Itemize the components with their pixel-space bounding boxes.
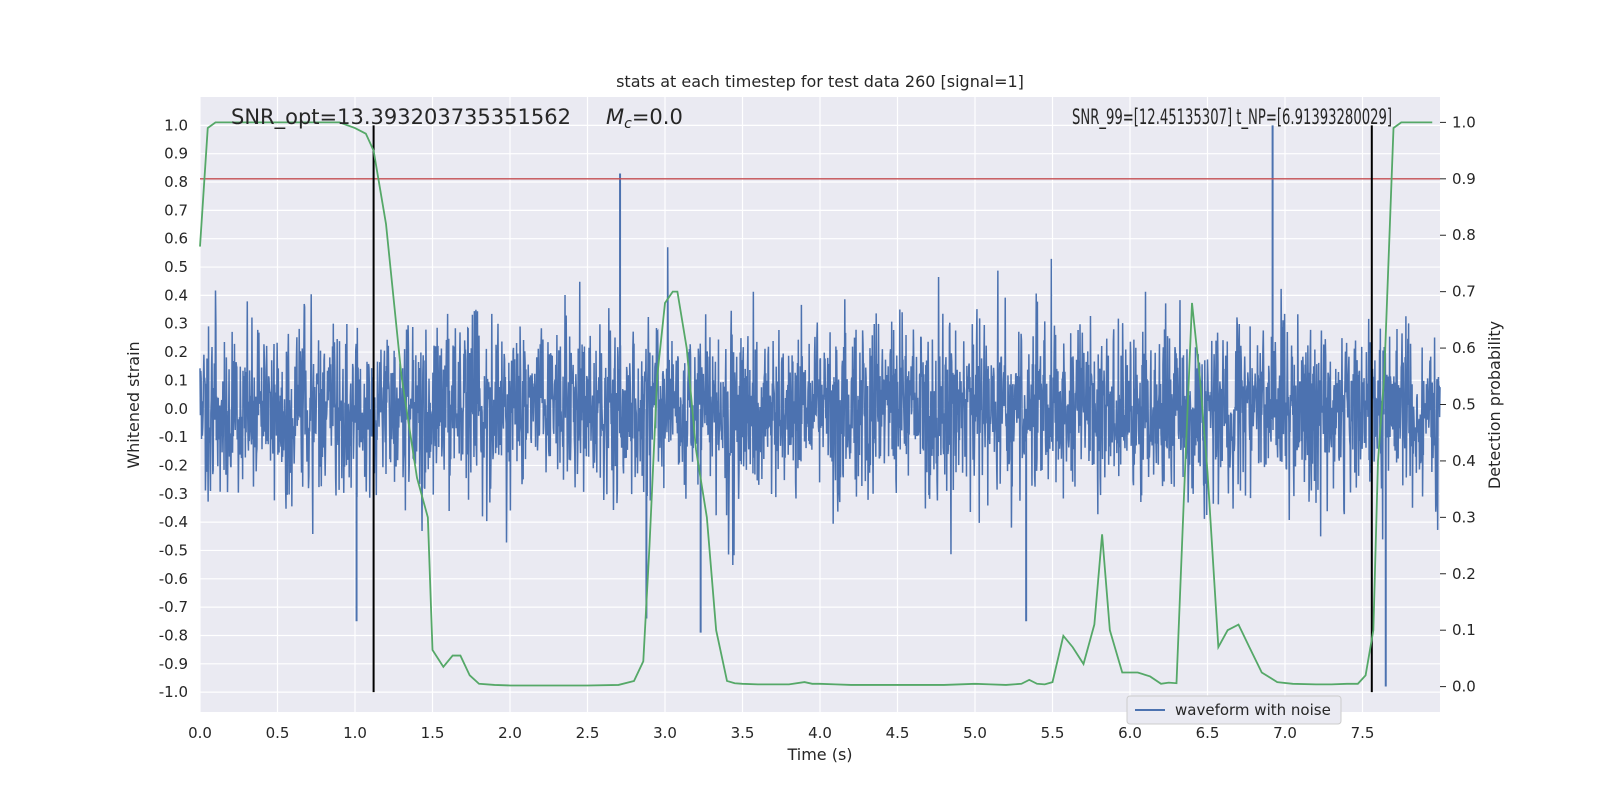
x-tick-label-6: 3.0 xyxy=(653,724,677,742)
chirp-mass-symbol: M xyxy=(606,105,624,129)
right-y-tick-label-4: 0.6 xyxy=(1452,339,1476,357)
left-y-tick-label-14: -0.4 xyxy=(159,513,188,531)
x-tick-label-12: 6.0 xyxy=(1118,724,1142,742)
x-tick-label-9: 4.5 xyxy=(886,724,910,742)
x-tick-label-7: 3.5 xyxy=(731,724,755,742)
right-y-tick-label-10: 0.0 xyxy=(1452,678,1476,696)
snr99-annotation: SNR_99=[12.45135307] t_NP=[6.91393280029… xyxy=(1072,105,1392,130)
waveform-path xyxy=(199,247,1441,565)
left-y-tick-label-3: 0.7 xyxy=(164,201,188,219)
x-tick-label-2: 1.0 xyxy=(343,724,367,742)
left-y-tick-label-17: -0.7 xyxy=(159,598,188,616)
legend: waveform with noise xyxy=(1126,695,1342,725)
right-y-tick-label-1: 0.9 xyxy=(1452,170,1476,188)
x-tick-label-15: 7.5 xyxy=(1351,724,1375,742)
snr-opt-annotation: SNR_opt=13.393203735351562 xyxy=(231,105,571,130)
right-y-tick-label-9: 0.1 xyxy=(1452,621,1476,639)
right-y-axis-label: Detection probability xyxy=(1485,321,1504,489)
left-y-tick-label-0: 1.0 xyxy=(164,116,188,134)
legend-label: waveform with noise xyxy=(1175,701,1331,719)
chirp-mass-subscript: c xyxy=(624,116,632,132)
left-y-tick-label-12: -0.2 xyxy=(159,456,188,474)
x-tick-label-3: 1.5 xyxy=(421,724,445,742)
detection-probability-series xyxy=(199,121,1433,687)
left-y-tick-label-2: 0.8 xyxy=(164,173,188,191)
left-y-tick-label-6: 0.4 xyxy=(164,286,188,304)
right-y-tick-label-2: 0.8 xyxy=(1452,226,1476,244)
x-axis-label: Time (s) xyxy=(786,745,852,764)
left-y-axis-ticks: 1.0 0.9 0.8 0.7 0.6 0.5 0.4 0.3 0.2 0.1 0.0 -0.1 -0.… xyxy=(159,116,188,701)
x-tick-label-5: 2.5 xyxy=(576,724,600,742)
vertical-marker-lines xyxy=(372,125,1373,693)
chirp-mass-value: =0.0 xyxy=(632,105,683,129)
x-tick-label-4: 2.0 xyxy=(498,724,522,742)
x-tick-label-11: 5.5 xyxy=(1041,724,1065,742)
waveform-with-noise-series xyxy=(199,247,1441,565)
x-tick-label-0: 0.0 xyxy=(188,724,212,742)
waveform-spikes xyxy=(355,125,1387,687)
x-tick-label-13: 6.5 xyxy=(1196,724,1220,742)
left-y-axis-label: Whitened strain xyxy=(124,341,143,468)
left-y-tick-label-9: 0.1 xyxy=(164,371,188,389)
left-y-tick-label-11: -0.1 xyxy=(159,428,188,446)
right-y-tick-label-0: 1.0 xyxy=(1452,113,1476,131)
left-y-tick-label-16: -0.6 xyxy=(159,570,188,588)
x-tick-label-10: 5.0 xyxy=(963,724,987,742)
left-y-tick-label-19: -0.9 xyxy=(159,655,188,673)
right-y-tick-label-5: 0.5 xyxy=(1452,396,1476,414)
left-y-tick-label-5: 0.5 xyxy=(164,258,188,276)
left-y-tick-label-7: 0.3 xyxy=(164,315,188,333)
x-tick-label-1: 0.5 xyxy=(266,724,290,742)
right-y-tick-label-6: 0.4 xyxy=(1452,452,1476,470)
legend-box xyxy=(1126,695,1342,725)
x-tick-label-14: 7.0 xyxy=(1273,724,1297,742)
right-y-tick-label-8: 0.2 xyxy=(1452,565,1476,583)
left-y-tick-label-4: 0.6 xyxy=(164,230,188,248)
right-y-tick-label-3: 0.7 xyxy=(1452,283,1476,301)
left-y-tick-label-15: -0.5 xyxy=(159,541,188,559)
left-y-tick-label-10: 0.0 xyxy=(164,400,188,418)
left-y-tick-label-1: 0.9 xyxy=(164,145,188,163)
x-axis-ticks: 0.0 0.5 1.0 1.5 2.0 2.5 3.0 3.5 4.0 4.5 5.0 5.5 6.0 6… xyxy=(188,724,1374,742)
chirp-mass-annotation: Mc=0.0 xyxy=(606,105,683,132)
left-y-tick-label-18: -0.8 xyxy=(159,626,188,644)
x-tick-label-8: 4.0 xyxy=(808,724,832,742)
left-y-tick-label-13: -0.3 xyxy=(159,485,188,503)
right-y-axis-ticks: 1.0 0.9 0.8 0.7 0.6 0.5 0.4 0.3 0.2 0.1 0.0 xyxy=(1440,113,1476,696)
chart-title: stats at each timestep for test data 260… xyxy=(616,72,1024,91)
left-y-tick-label-8: 0.2 xyxy=(164,343,188,361)
left-y-tick-label-20: -1.0 xyxy=(159,683,188,701)
right-y-tick-label-7: 0.3 xyxy=(1452,508,1476,526)
